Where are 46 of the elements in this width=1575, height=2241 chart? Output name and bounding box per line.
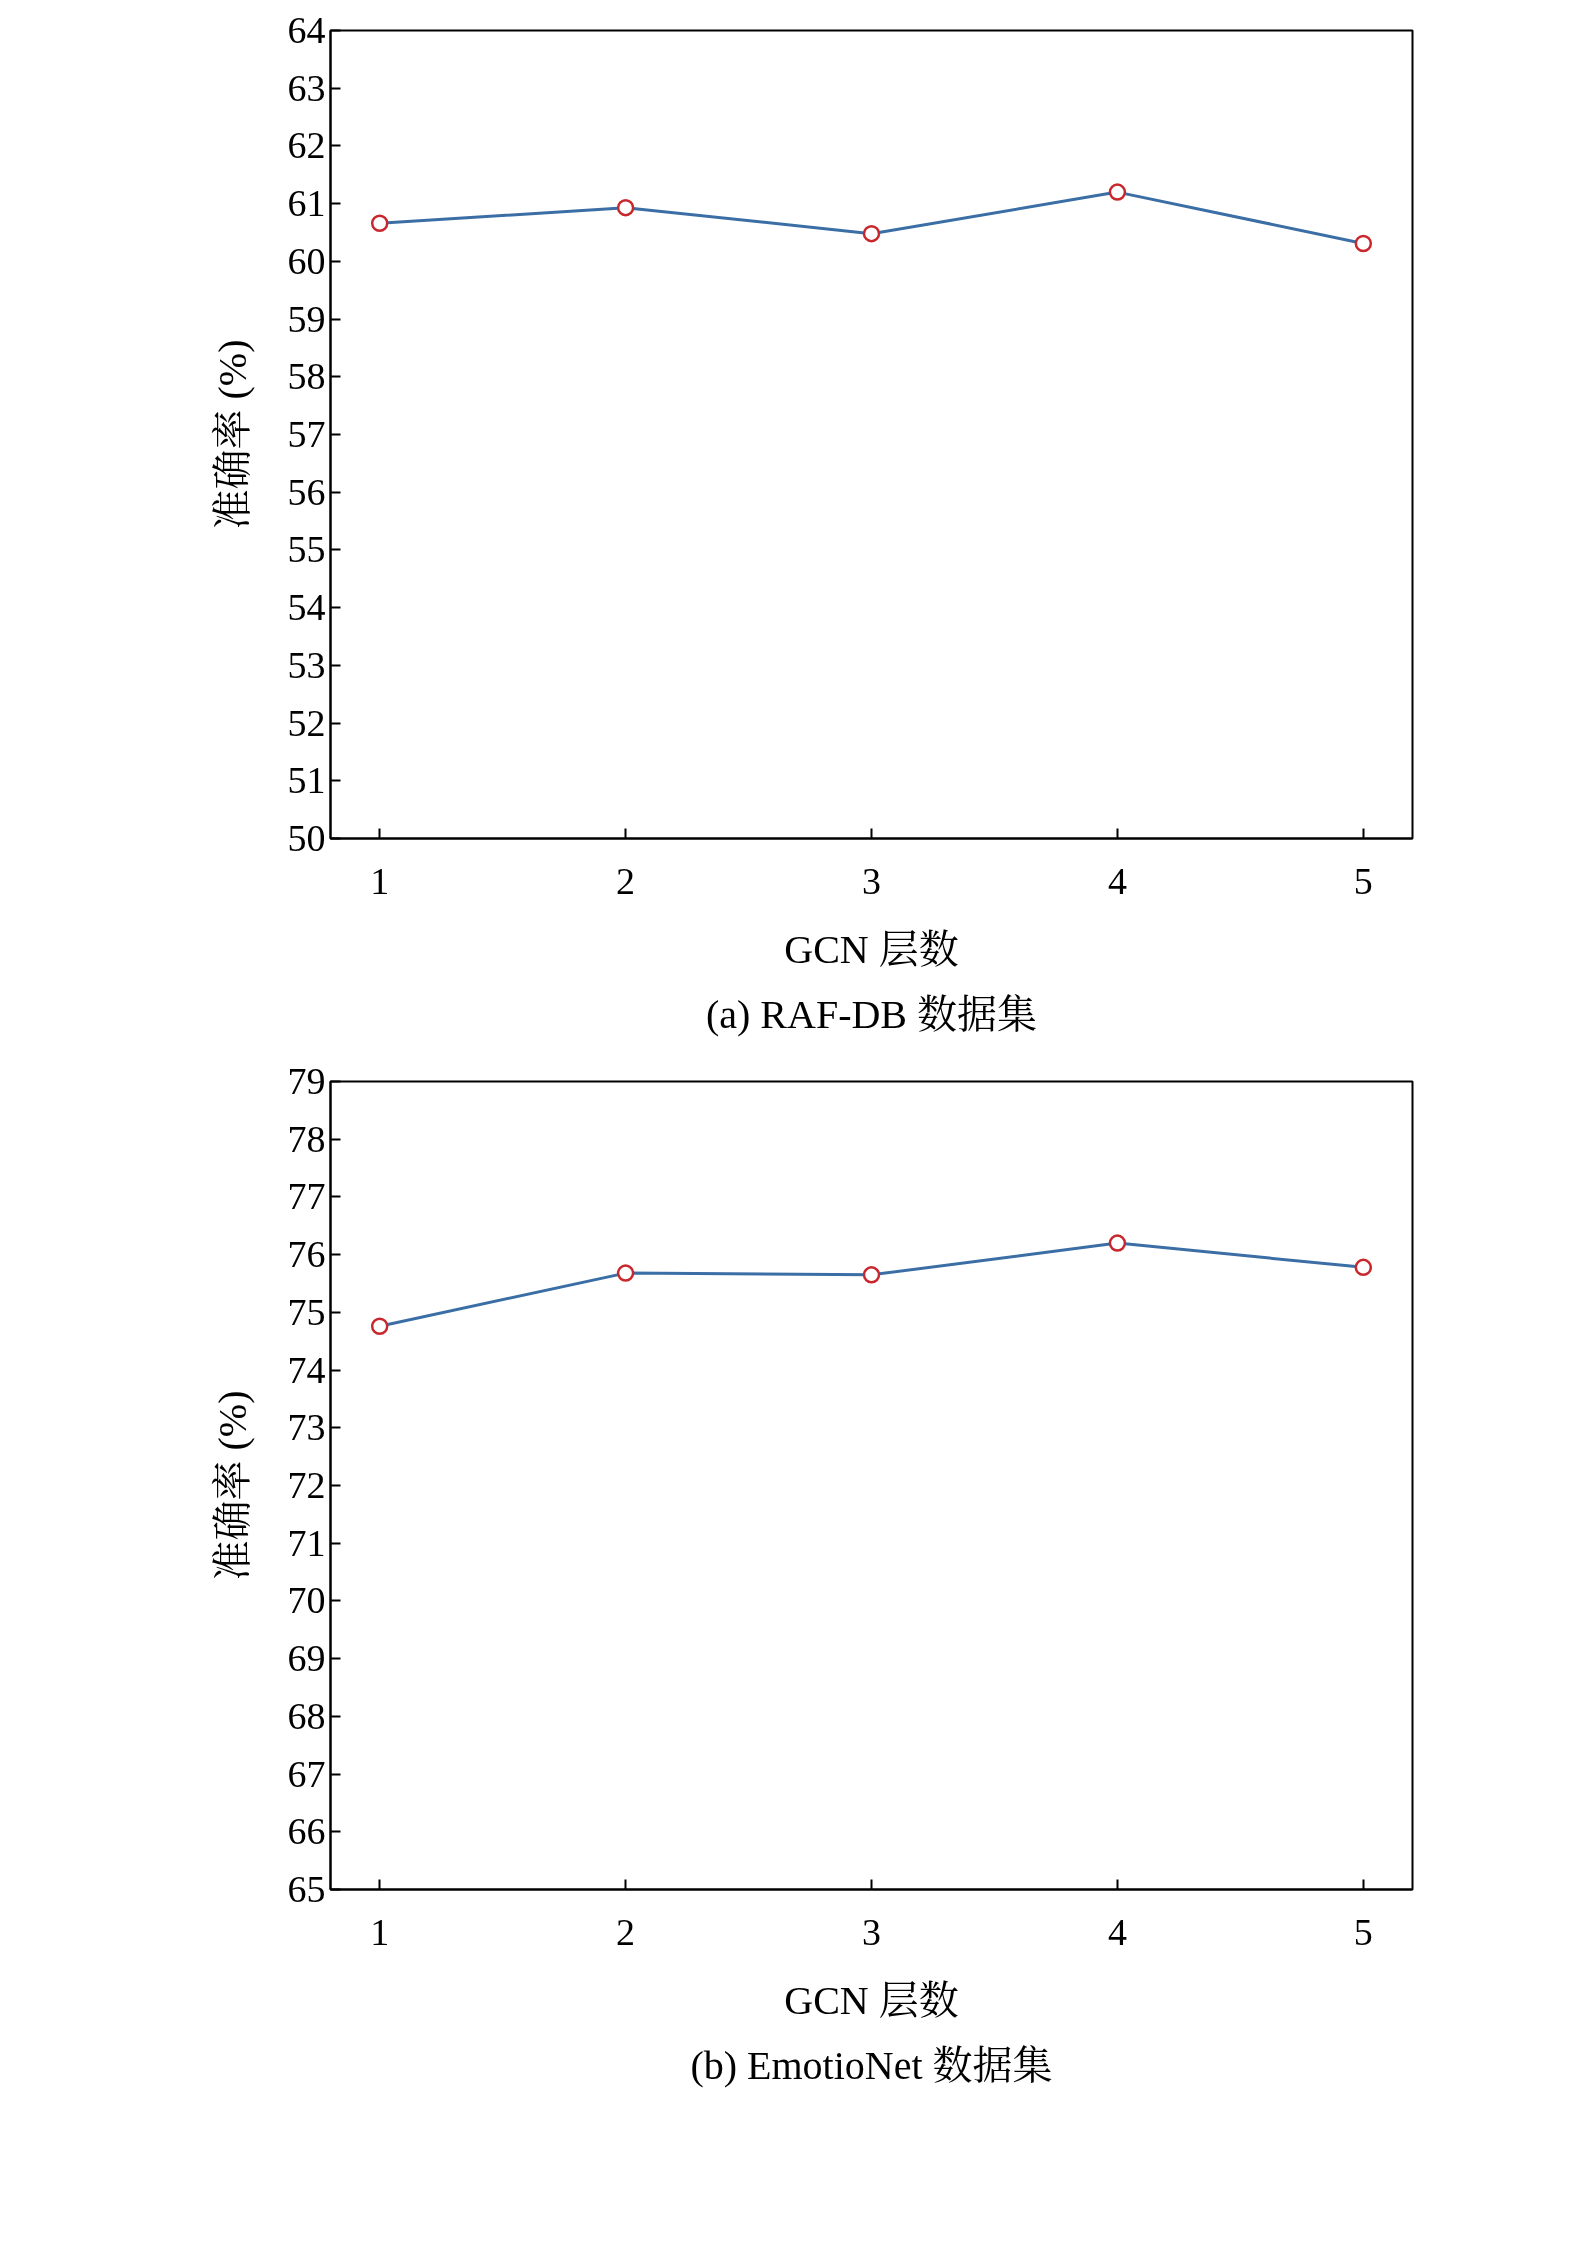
y-tick-label: 70	[287, 1579, 326, 1622]
x-tick-label: 1	[370, 859, 390, 902]
y-tick-label: 76	[287, 1233, 326, 1276]
y-tick-label: 58	[287, 355, 326, 398]
y-tick-label: 50	[287, 817, 326, 859]
x-axis-title: GCN 层数	[784, 1977, 959, 2023]
y-tick-label: 61	[287, 182, 326, 225]
y-tick-label: 72	[287, 1464, 326, 1506]
x-tick-label: 1	[370, 1910, 390, 1953]
y-tick-label: 69	[287, 1637, 326, 1680]
x-tick-label: 5	[1353, 1910, 1373, 1953]
x-tick-label: 5	[1353, 859, 1373, 902]
y-tick-label: 71	[287, 1521, 326, 1564]
y-tick-label: 75	[287, 1290, 326, 1333]
y-tick-label: 52	[287, 701, 326, 744]
y-tick-label: 57	[287, 413, 326, 455]
x-axis-title: GCN 层数	[784, 926, 959, 972]
y-tick-label: 53	[287, 643, 326, 686]
y-tick-label: 66	[287, 1810, 326, 1853]
text: (a) RAF-DB 数据集	[705, 991, 1038, 1037]
y-axis-title: 准确率 (%)	[209, 1390, 255, 1581]
y-tick-label: 65	[287, 1868, 326, 1910]
y-tick-label: 55	[287, 528, 326, 571]
x-tick-label: 4	[1107, 1910, 1127, 1953]
y-axis-title: 准确率 (%)	[209, 339, 255, 530]
y-tick-label: 79	[287, 1060, 326, 1102]
y-tick-label: 51	[287, 759, 326, 802]
y-tick-label: 62	[287, 124, 326, 167]
y-tick-label: 60	[287, 239, 326, 282]
y-tick-label: 74	[287, 1348, 326, 1391]
text: (b) EmotioNet 数据集	[690, 2042, 1053, 2088]
y-tick-label: 64	[287, 9, 326, 51]
y-tick-label: 77	[287, 1175, 326, 1218]
y-tick-label: 68	[287, 1694, 326, 1737]
x-tick-label: 2	[616, 1910, 636, 1953]
y-tick-label: 63	[287, 66, 326, 109]
y-tick-label: 73	[287, 1406, 326, 1449]
x-tick-label: 2	[616, 859, 636, 902]
x-tick-label: 3	[862, 859, 881, 902]
x-tick-label: 3	[862, 1910, 881, 1953]
y-tick-label: 78	[287, 1117, 326, 1160]
y-tick-label: 54	[287, 586, 326, 629]
y-tick-label: 67	[287, 1752, 326, 1795]
y-tick-label: 59	[287, 297, 326, 340]
x-tick-label: 4	[1107, 859, 1127, 902]
y-tick-label: 56	[287, 470, 326, 513]
